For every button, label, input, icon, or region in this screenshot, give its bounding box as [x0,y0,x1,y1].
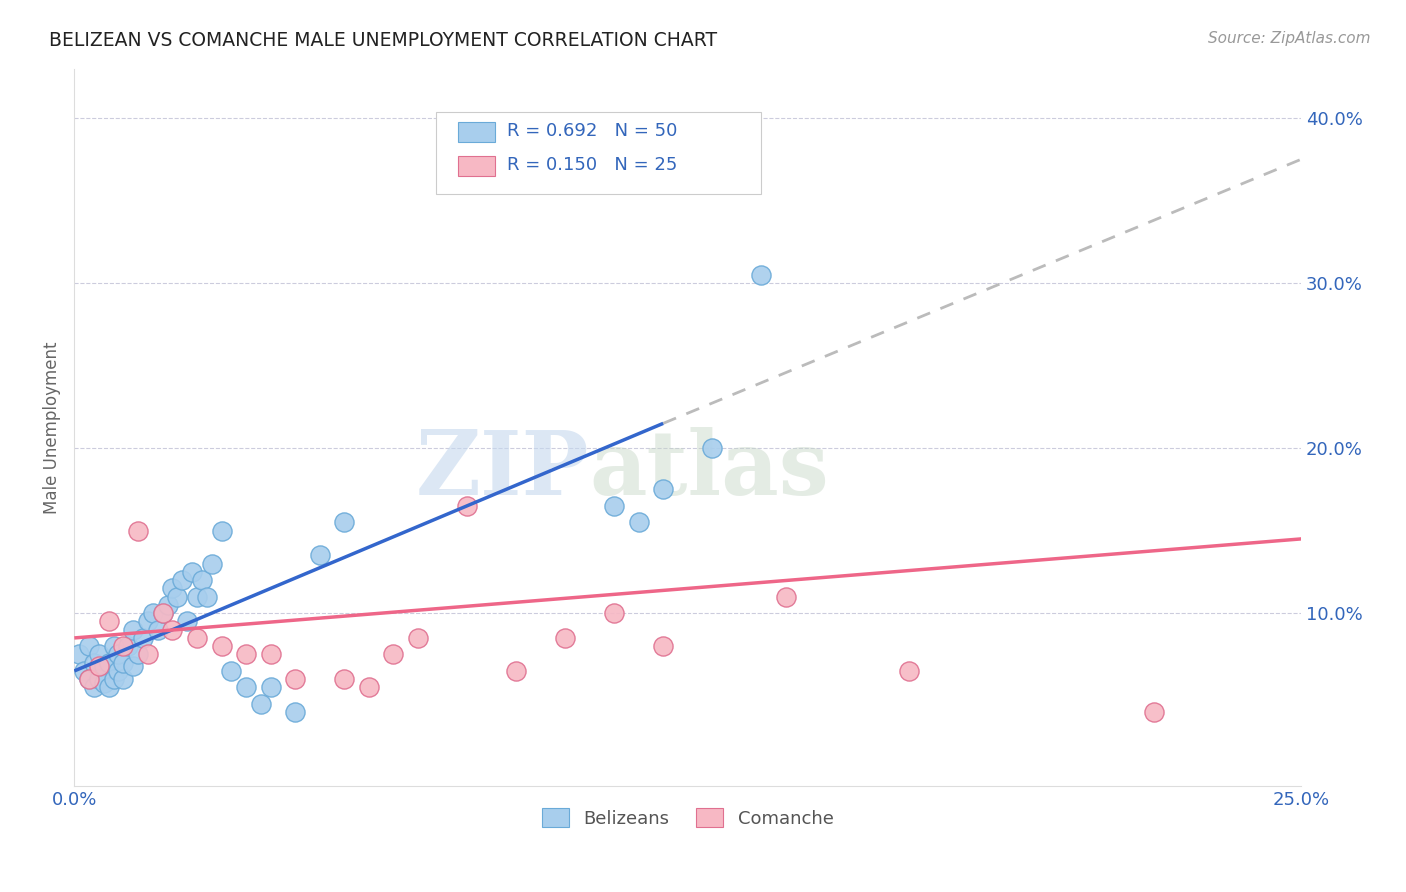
Point [382,648,405,662]
Point [333,516,356,530]
Point [652,483,675,497]
Point [103,672,125,686]
Point [87,648,110,662]
Point [181,565,204,579]
Point [152,606,174,620]
Point [112,672,135,686]
Point [186,631,208,645]
Point [146,623,169,637]
Point [456,499,478,513]
Point [162,582,184,596]
Text: atlas: atlas [589,427,830,514]
Point [221,664,243,678]
Point [749,268,772,282]
Point [77,639,100,653]
Point [166,590,188,604]
Text: ZIP: ZIP [416,427,589,514]
Point [112,639,135,653]
Point [627,516,650,530]
Point [142,606,165,620]
Point [117,639,139,653]
Point [249,697,271,711]
Point [259,681,281,695]
Point [73,664,96,678]
Point [775,590,797,604]
Point [211,639,233,653]
Point [127,648,149,662]
Point [235,681,257,695]
Point [136,648,159,662]
Point [406,631,429,645]
Point [127,524,149,538]
Point [211,524,233,538]
Point [603,606,626,620]
Point [122,659,145,673]
Text: R = 0.150   N = 25: R = 0.150 N = 25 [508,156,678,174]
Point [122,623,145,637]
Point [603,499,626,513]
Point [152,606,174,620]
Legend: Belizeans, Comanche: Belizeans, Comanche [534,801,841,835]
Text: R = 0.692   N = 50: R = 0.692 N = 50 [508,122,678,140]
Point [77,672,100,686]
Point [284,705,307,719]
Point [186,590,208,604]
Point [702,441,724,455]
FancyBboxPatch shape [458,122,495,143]
Point [235,648,257,662]
Point [191,573,214,587]
Point [83,656,105,670]
Point [87,672,110,686]
Point [1143,705,1166,719]
Point [77,672,100,686]
Point [136,615,159,629]
Point [652,639,675,653]
FancyBboxPatch shape [436,112,761,194]
Point [201,557,224,571]
Point [87,659,110,673]
Text: BELIZEAN VS COMANCHE MALE UNEMPLOYMENT CORRELATION CHART: BELIZEAN VS COMANCHE MALE UNEMPLOYMENT C… [49,31,717,50]
Point [162,623,184,637]
Point [107,648,129,662]
Text: Source: ZipAtlas.com: Source: ZipAtlas.com [1208,31,1371,46]
Point [97,656,120,670]
Point [156,598,179,612]
Point [176,615,198,629]
Y-axis label: Male Unemployment: Male Unemployment [44,342,60,514]
Point [97,615,120,629]
Point [357,681,380,695]
Point [103,639,125,653]
Point [172,573,194,587]
Point [97,681,120,695]
Point [67,648,90,662]
Point [83,681,105,695]
Point [93,675,115,690]
Point [93,659,115,673]
Point [132,631,155,645]
Point [554,631,576,645]
Point [897,664,920,678]
Point [505,664,527,678]
Point [333,672,356,686]
Point [112,656,135,670]
Point [308,549,330,563]
FancyBboxPatch shape [458,156,495,177]
Point [284,672,307,686]
Point [107,664,129,678]
Point [259,648,281,662]
Point [195,590,218,604]
